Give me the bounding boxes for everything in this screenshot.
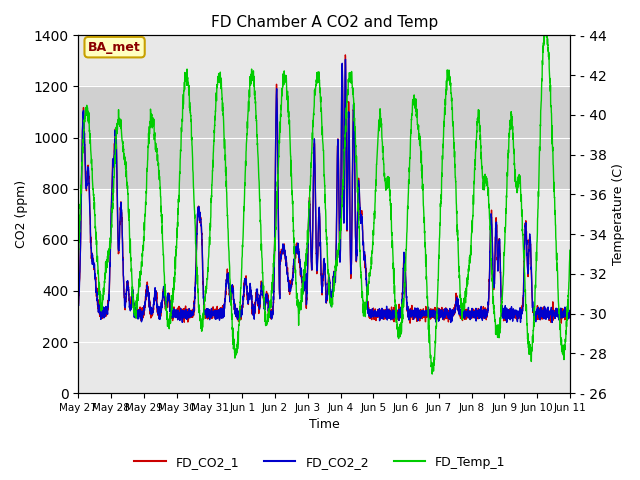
FD_Temp_1 — [566, 247, 573, 253]
Text: BA_met: BA_met — [88, 41, 141, 54]
Line: FD_CO2_1: FD_CO2_1 — [79, 55, 570, 323]
FD_Temp_1 — [263, 319, 271, 324]
FD_CO2_1 — [504, 307, 511, 312]
FD_Temp_1 — [284, 109, 292, 115]
FD_CO2_2 — [263, 291, 271, 297]
FD_CO2_1 — [160, 293, 168, 299]
FD_CO2_2 — [284, 275, 292, 281]
FD_CO2_2 — [75, 301, 83, 307]
Bar — [79, 86, 570, 189]
FD_CO2_1 — [284, 277, 292, 283]
FD_CO2_2 — [131, 300, 138, 306]
FD_Temp_1 — [557, 334, 564, 340]
FD_CO2_1 — [566, 312, 573, 317]
FD_Temp_1 — [75, 252, 83, 258]
FD_CO2_2 — [557, 309, 564, 314]
Y-axis label: CO2 (ppm): CO2 (ppm) — [15, 180, 28, 248]
FD_Temp_1 — [540, 33, 548, 38]
FD_Temp_1 — [131, 312, 138, 318]
Y-axis label: Temperature (C): Temperature (C) — [612, 163, 625, 265]
FD_CO2_2 — [447, 320, 454, 325]
FD_Temp_1 — [160, 254, 168, 260]
FD_CO2_1 — [406, 320, 414, 326]
Title: FD Chamber A CO2 and Temp: FD Chamber A CO2 and Temp — [211, 15, 438, 30]
FD_CO2_2 — [160, 284, 168, 289]
FD_CO2_1 — [342, 52, 349, 58]
FD_CO2_2 — [342, 57, 349, 62]
FD_CO2_2 — [504, 310, 511, 316]
FD_Temp_1 — [428, 371, 436, 377]
FD_Temp_1 — [504, 173, 511, 179]
Line: FD_CO2_2: FD_CO2_2 — [79, 60, 570, 323]
FD_CO2_1 — [131, 308, 138, 313]
X-axis label: Time: Time — [308, 419, 339, 432]
Line: FD_Temp_1: FD_Temp_1 — [79, 36, 570, 374]
FD_CO2_1 — [557, 309, 564, 315]
FD_CO2_1 — [75, 301, 83, 307]
FD_CO2_1 — [263, 296, 271, 302]
Legend: FD_CO2_1, FD_CO2_2, FD_Temp_1: FD_CO2_1, FD_CO2_2, FD_Temp_1 — [129, 451, 511, 474]
FD_CO2_2 — [566, 313, 573, 319]
